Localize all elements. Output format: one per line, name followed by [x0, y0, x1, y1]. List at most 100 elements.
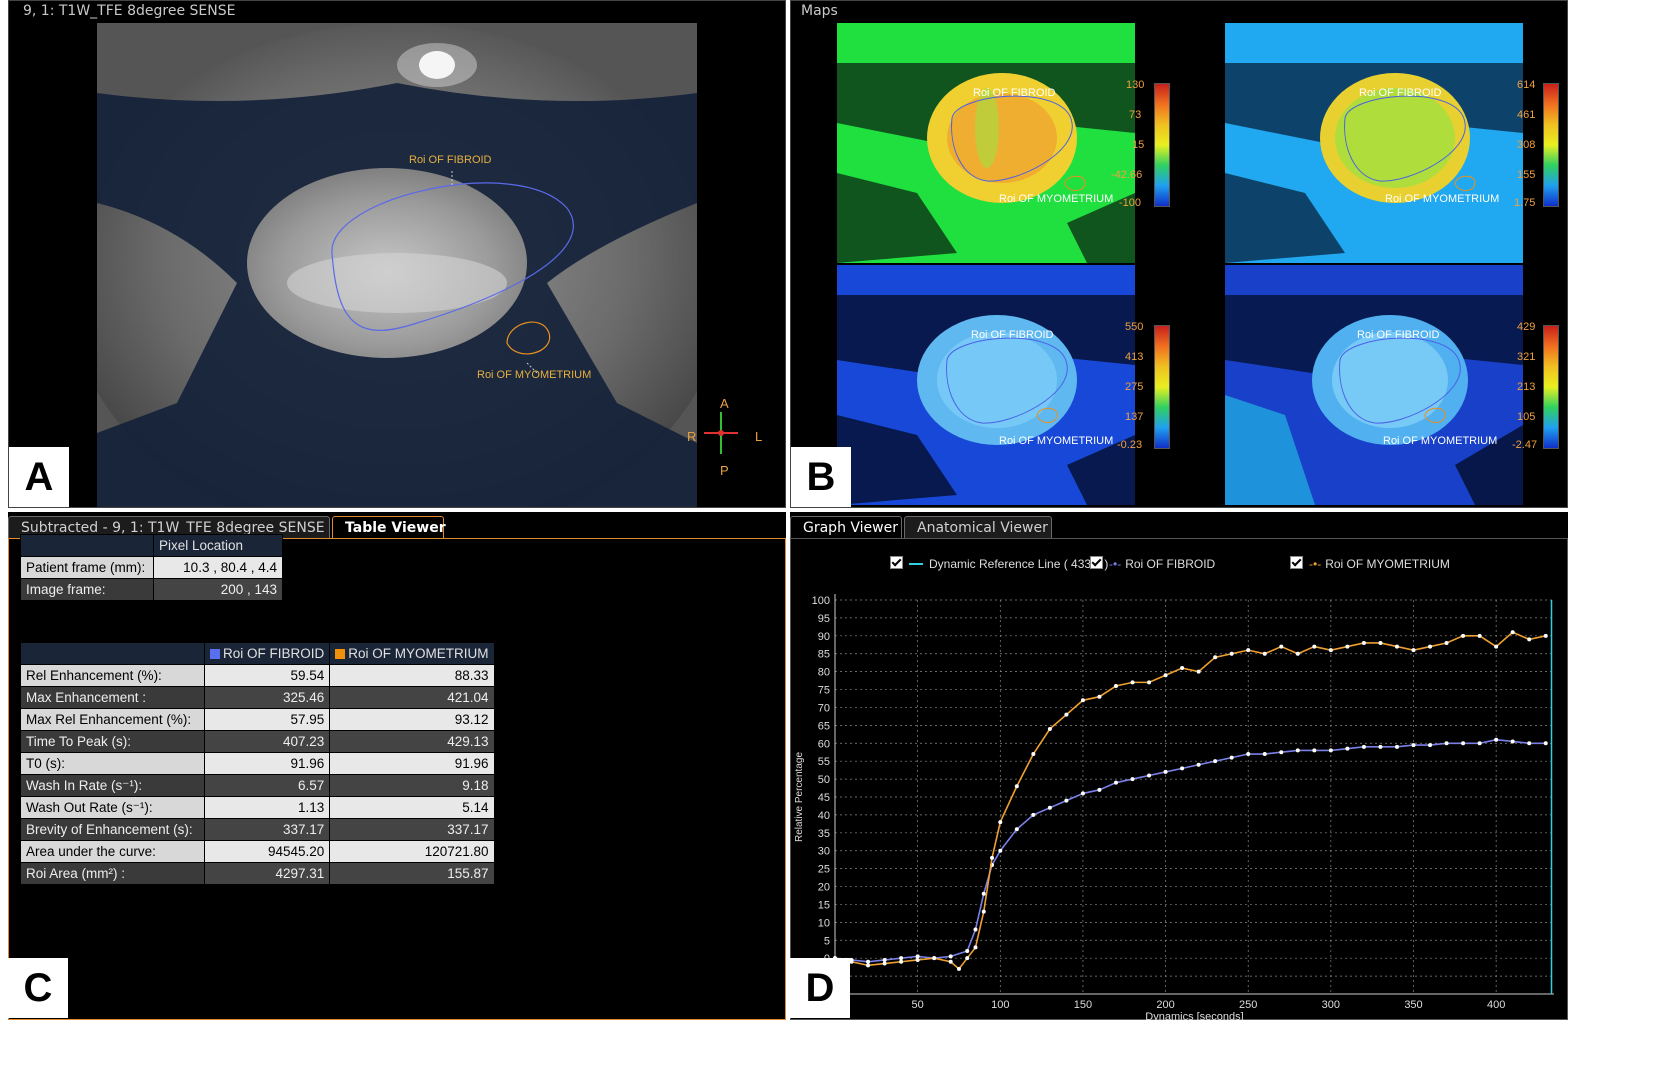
tab-anatomical-viewer[interactable]: Anatomical Viewer — [904, 516, 1052, 538]
x-tick-label: 350 — [1404, 999, 1422, 1011]
legend-line-cyan — [909, 563, 923, 565]
data-point — [1097, 787, 1102, 792]
cbar1-tick: 130 — [1126, 79, 1145, 91]
x-tick-label: 400 — [1487, 999, 1505, 1011]
data-point — [866, 959, 871, 964]
orient-l: L — [755, 429, 763, 444]
panel-c-letter: C — [8, 958, 68, 1018]
panel-c-tabs: Subtracted - 9, 1: T1W_TFE 8degree SENSE… — [8, 512, 786, 538]
y-tick-label: 85 — [818, 649, 830, 661]
x-tick-label: 200 — [1156, 999, 1174, 1011]
y-tick-label: 15 — [818, 899, 830, 911]
data-point — [1428, 743, 1433, 748]
pixel-row-value: 10.3 , 80.4 , 4.4 — [153, 556, 283, 579]
y-tick-label: 90 — [818, 631, 830, 643]
table-row: Rel Enhancement (%): 59.54 88.33 — [20, 664, 495, 687]
tab-graph-viewer[interactable]: Graph Viewer — [790, 516, 902, 538]
data-point — [1147, 773, 1152, 778]
map1-roi-fibroid: Roi OF FIBROID — [973, 87, 1056, 99]
colorbar-4 — [1543, 325, 1559, 449]
data-point — [981, 909, 986, 914]
roi-myometrium-label: Roi OF MYOMETRIUM — [477, 369, 592, 381]
data-point — [948, 954, 953, 959]
y-tick-label: 5 — [824, 935, 830, 947]
map-image-2[interactable] — [1225, 23, 1523, 263]
checkbox-icon[interactable] — [1290, 556, 1303, 569]
data-point — [1477, 633, 1482, 638]
y-tick-label: 65 — [818, 720, 830, 732]
data-point — [1213, 655, 1218, 660]
panel-d-tabs: Graph Viewer Anatomical Viewer — [790, 512, 1568, 538]
y-tick-label: 55 — [818, 756, 830, 768]
map-image-3[interactable] — [837, 265, 1135, 505]
cbar4-tick: 105 — [1517, 411, 1536, 423]
col-header-fibroid: Roi OF FIBROID — [223, 646, 325, 661]
y-tick-label: 10 — [818, 917, 830, 929]
data-point — [1229, 755, 1234, 760]
row-label: Brevity of Enhancement (s): — [20, 818, 205, 841]
data-point — [1213, 759, 1218, 764]
map3-roi-myometrium: Roi OF MYOMETRIUM — [999, 435, 1114, 447]
map1-roi-myometrium: Roi OF MYOMETRIUM — [999, 193, 1114, 205]
data-point — [1163, 769, 1168, 774]
cell-fibroid: 94545.20 — [203, 840, 331, 863]
data-point — [1312, 644, 1317, 649]
data-point — [1328, 648, 1333, 653]
data-point — [915, 954, 920, 959]
map2-roi-myometrium: Roi OF MYOMETRIUM — [1385, 193, 1500, 205]
x-tick-label: 50 — [912, 999, 924, 1011]
data-point — [1428, 644, 1433, 649]
y-axis-label: Relative Percentage — [794, 752, 805, 842]
map-image-1[interactable] — [837, 23, 1135, 263]
data-point — [1361, 640, 1366, 645]
cbar4-tick: 429 — [1517, 321, 1536, 333]
checkbox-icon[interactable] — [1090, 556, 1103, 569]
enhancement-chart[interactable]: 100 95 90 85 80 75 70 65 60 55 50 45 40 35 30 25 20 15 10 5… — [790, 582, 1568, 1020]
panel-d-letter: D — [790, 958, 850, 1018]
row-label: Max Enhancement : — [20, 686, 205, 709]
cell-myometrium: 9.18 — [329, 774, 495, 797]
data-point — [1312, 748, 1317, 753]
legend-myometrium-label: Roi OF MYOMETRIUM — [1325, 557, 1450, 571]
map-image-4[interactable] — [1225, 265, 1523, 505]
cell-fibroid: 4297.31 — [203, 862, 331, 885]
cbar4-tick: 213 — [1517, 381, 1536, 393]
data-point — [1196, 762, 1201, 767]
legend-fibroid[interactable]: -•- Roi OF FIBROID — [1090, 556, 1215, 571]
data-point — [899, 959, 904, 964]
data-point — [1510, 739, 1515, 744]
cell-fibroid: 6.57 — [203, 774, 331, 797]
pixel-location-table: Pixel Location Patient frame (mm): 10.3 ,… — [20, 534, 283, 601]
cbar2-tick: 614 — [1517, 79, 1536, 91]
cell-myometrium: 337.17 — [329, 818, 495, 841]
cbar1-tick: -42.66 — [1111, 169, 1143, 181]
data-point — [1246, 752, 1251, 757]
data-point — [1295, 748, 1300, 753]
data-point — [899, 956, 904, 961]
y-tick-label: 25 — [818, 864, 830, 876]
legend-myometrium[interactable]: -•- Roi OF MYOMETRIUM — [1290, 556, 1450, 571]
tab-subtracted[interactable]: Subtracted - 9, 1: T1W_TFE 8degree SENSE — [8, 516, 330, 538]
row-label: Roi Area (mm²) : — [20, 862, 205, 885]
legend-reference[interactable]: Dynamic Reference Line ( 433.5 ) — [890, 556, 1108, 571]
row-label: Area under the curve: — [20, 840, 205, 863]
orient-p: P — [720, 463, 729, 478]
legend-reference-label: Dynamic Reference Line ( 433.5 ) — [929, 557, 1109, 571]
cell-fibroid: 57.95 — [203, 708, 331, 731]
roi-metrics-table: Roi OF FIBROID Roi OF MYOMETRIUM Rel Enh… — [20, 642, 495, 885]
data-point — [956, 966, 961, 971]
mri-image-a[interactable] — [97, 23, 697, 507]
data-point — [1461, 633, 1466, 638]
tab-table-viewer[interactable]: Table Viewer — [332, 516, 446, 538]
cbar2-tick: 155 — [1517, 169, 1536, 181]
data-point — [915, 957, 920, 962]
cell-myometrium: 88.33 — [329, 664, 495, 687]
cell-myometrium: 93.12 — [329, 708, 495, 731]
cbar2-tick: 1.75 — [1514, 197, 1536, 209]
checkbox-icon[interactable] — [890, 556, 903, 569]
pixel-row-label: Image frame: — [20, 578, 154, 601]
data-point — [1543, 741, 1548, 746]
table-row: Brevity of Enhancement (s): 337.17 337.17 — [20, 818, 495, 841]
cell-fibroid: 1.13 — [203, 796, 331, 819]
y-tick-label: 80 — [818, 667, 830, 679]
